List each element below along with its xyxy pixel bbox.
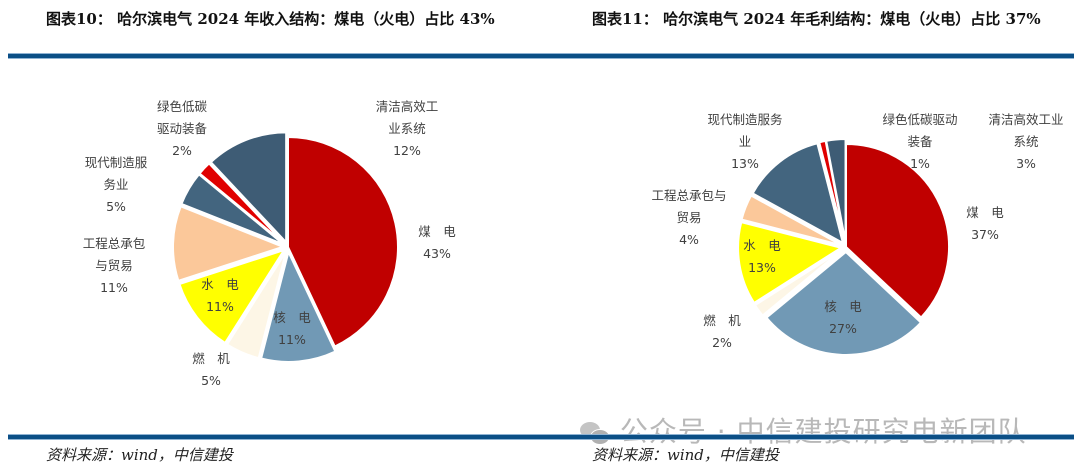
- left-chart-title: 图表10： 哈尔滨电气 2024 年收入结构：煤电（火电）占比 43%: [46, 10, 495, 28]
- slice-label: 清洁高效工业系统 12%: [376, 99, 439, 158]
- footer-rule: [8, 434, 1074, 440]
- left-source: 资料来源：wind，中信建投: [46, 446, 233, 464]
- pie-slice: [180, 172, 285, 246]
- pie-slice: [765, 250, 923, 356]
- pie-slice: [737, 220, 844, 305]
- right-source: 资料来源：wind，中信建投: [592, 446, 779, 464]
- watermark-text: 公众号 · 中信建投研究电新团队: [619, 415, 1027, 448]
- pie-slice: [172, 205, 286, 283]
- slice-label: 现代制造服务业 5%: [85, 155, 148, 214]
- slice-label: 核 电 11%: [273, 310, 311, 347]
- slice-label: 绿色低碳驱动装备 1%: [882, 112, 957, 171]
- pie-slice: [259, 249, 337, 363]
- pie-slice: [198, 161, 286, 245]
- pie-slice: [178, 248, 287, 345]
- pie-slice: [751, 142, 845, 246]
- slice-label: 水 电 13%: [743, 238, 781, 275]
- slice-label: 工程总承包与贸易 11%: [83, 236, 146, 295]
- pie-slice: [209, 131, 288, 245]
- slice-label: 绿色低碳驱动装备 2%: [157, 99, 208, 158]
- pie-slice: [753, 249, 843, 318]
- wechat-icon: [580, 420, 610, 446]
- pie-slice: [225, 251, 287, 360]
- slice-label: 煤 电 37%: [966, 205, 1004, 242]
- pie-slice: [287, 135, 399, 348]
- header-rule: [8, 53, 1074, 59]
- slice-label: 水 电 11%: [201, 277, 239, 314]
- slice-label: 燃 机 2%: [703, 313, 741, 350]
- slice-label: 清洁高效工业系统 3%: [988, 112, 1063, 171]
- pie-slice: [825, 138, 847, 243]
- pie-slice: [845, 142, 950, 319]
- right-chart-title: 图表11： 哈尔滨电气 2024 年毛利结构：煤电（火电）占比 37%: [592, 10, 1041, 28]
- slice-label: 燃 机 5%: [192, 351, 230, 388]
- slice-label: 现代制造服务业 13%: [707, 112, 782, 171]
- pie-slice: [740, 194, 842, 247]
- slice-label: 核 电 27%: [824, 299, 862, 336]
- slice-label: 工程总承包与贸易 4%: [651, 188, 726, 247]
- slice-label: 煤 电 43%: [418, 224, 456, 261]
- watermark: 公众号 · 中信建投研究电新团队: [580, 410, 1027, 450]
